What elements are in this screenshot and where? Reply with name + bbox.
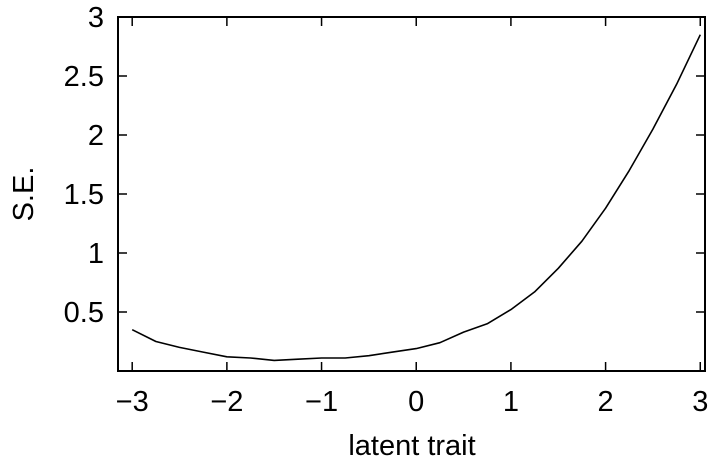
data-point [463,331,465,333]
data-point [368,355,370,357]
data-point [486,323,488,325]
y-tick-label: 2.5 [64,61,104,93]
data-point [179,347,181,349]
data-point [605,207,607,209]
y-tick-label: 1 [88,238,104,270]
x-tick-label: −2 [210,386,243,418]
data-point [250,357,252,359]
data-point [392,351,394,353]
data-point [344,357,346,359]
y-axis: 0.5 1 1.5 2 2.5 3 [64,2,705,329]
series-layer [131,34,702,362]
y-tick-label: 0.5 [64,297,104,329]
y-tick-label: 3 [88,2,104,34]
data-point [557,268,559,270]
data-point [273,360,275,362]
data-point [534,291,536,293]
x-tick-label: 2 [598,386,614,418]
data-point [581,240,583,242]
data-point [415,348,417,350]
x-tick-label: 3 [692,386,708,418]
y-tick-label: 1.5 [64,179,104,211]
x-tick-label: 1 [503,386,519,418]
data-point [510,309,512,311]
x-axis: −3 −2 −1 0 1 2 3 [116,17,708,418]
data-point [439,342,441,344]
data-point [676,83,678,85]
data-point [297,358,299,360]
y-axis-label: S.E. [8,167,40,222]
x-axis-label: latent trait [348,430,475,462]
data-point [628,170,630,172]
plot-area [117,16,706,372]
data-point [226,356,228,358]
data-point [202,351,204,353]
series-line [131,34,702,362]
data-point [652,128,654,130]
data-point [699,34,701,36]
x-tick-label: −1 [305,386,338,418]
data-point [321,357,323,359]
y-tick-label: 2 [88,120,104,152]
data-point [131,329,133,331]
x-tick-label: −3 [116,386,149,418]
x-tick-label: 0 [408,386,424,418]
data-point [155,341,157,343]
